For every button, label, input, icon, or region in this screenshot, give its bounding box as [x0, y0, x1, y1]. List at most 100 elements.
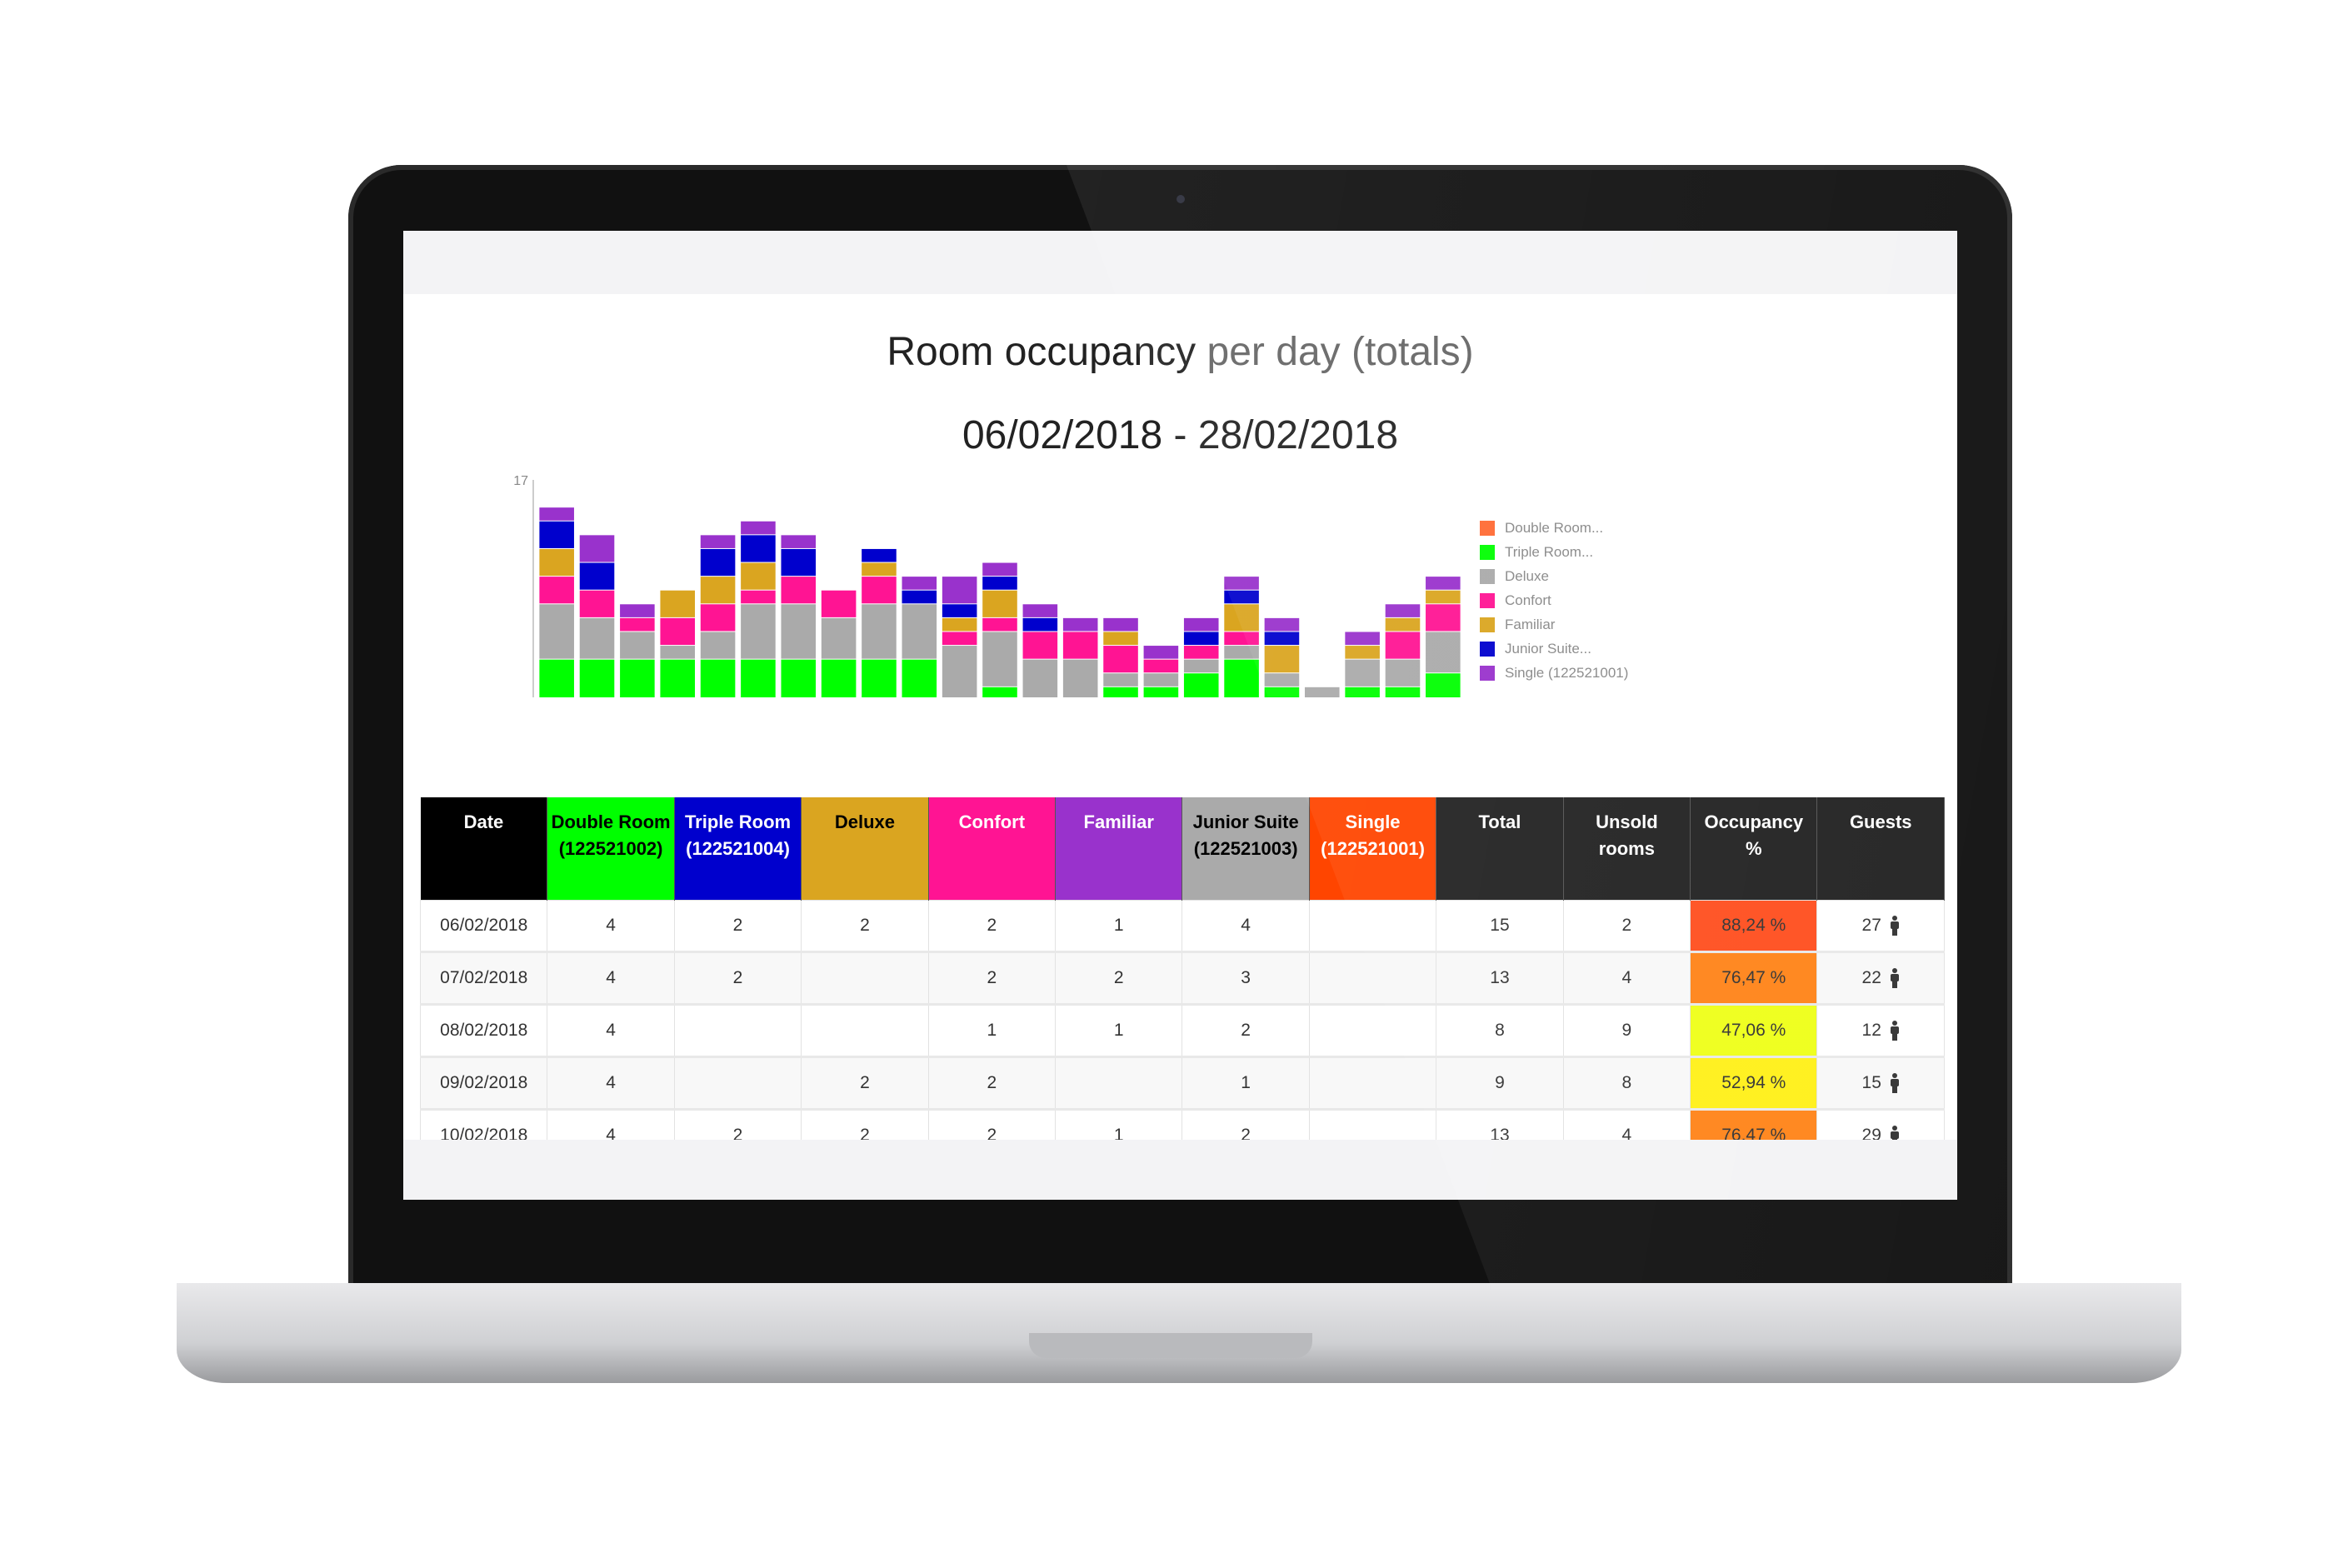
- room-count-cell: [801, 1004, 929, 1058]
- bar-segment-single-122521001--12: [781, 535, 817, 548]
- bar-segment-familiar-20: [1103, 632, 1138, 646]
- column-header[interactable]: Unsold rooms: [1563, 797, 1691, 901]
- bar-segment-junior-suite--24: [1264, 632, 1300, 646]
- bar-segment-single-122521001--23: [1224, 577, 1259, 590]
- column-header[interactable]: Double Room (122521002): [547, 797, 675, 901]
- column-header[interactable]: Familiar: [1055, 797, 1183, 901]
- table-row: 08/02/2018 4 1 1 2 8 9 47,06 % 12: [419, 1004, 1945, 1058]
- occupancy-cell: 52,94 %: [1690, 1056, 1818, 1111]
- page-title: Room occupancy per day (totals): [403, 329, 1957, 375]
- legend-item[interactable]: Familiar: [1480, 612, 1628, 637]
- bar-segment-deluxe-17: [982, 632, 1017, 687]
- bar-segment-junior-suite--11: [741, 535, 776, 562]
- legend-item[interactable]: Double Room...: [1480, 516, 1628, 540]
- bar-segment-confort-22: [1183, 646, 1219, 659]
- bar-segment-triple-room--23: [1224, 659, 1259, 697]
- bar-segment-confort-7: [579, 590, 615, 617]
- bar-segment-familiar-27: [1385, 617, 1421, 632]
- bar-segment-familiar-9: [660, 590, 696, 617]
- guests-cell: 22: [1816, 951, 1945, 1006]
- room-count-cell: 2: [927, 951, 1057, 1006]
- bar-segment-single-122521001--26: [1345, 632, 1380, 646]
- room-count-cell: 1: [1055, 1004, 1183, 1058]
- column-header[interactable]: Deluxe: [801, 797, 929, 901]
- room-count-cell: 2: [801, 1056, 929, 1111]
- bar-segment-junior-suite--10: [700, 548, 736, 577]
- room-count-cell: 2: [673, 900, 802, 953]
- total-cell: 9: [1436, 1056, 1564, 1111]
- room-count-cell: 4: [547, 1004, 675, 1058]
- bar-segment-deluxe-6: [539, 604, 574, 659]
- legend-item[interactable]: Deluxe: [1480, 564, 1628, 588]
- legend-swatch: [1480, 665, 1495, 681]
- chart-legend: Double Room... Triple Room... Deluxe Confor…: [1480, 516, 1628, 685]
- column-header[interactable]: Guests: [1816, 797, 1945, 901]
- legend-swatch: [1480, 520, 1495, 536]
- legend-label: Junior Suite...: [1505, 640, 1591, 657]
- bar-segment-single-122521001--19: [1062, 617, 1098, 632]
- bar-segment-confort-21: [1143, 659, 1179, 673]
- legend-item[interactable]: Junior Suite...: [1480, 637, 1628, 661]
- room-count-cell: 1: [1055, 900, 1183, 953]
- bar-segment-deluxe-10: [700, 632, 736, 659]
- bar-segment-confort-11: [741, 590, 776, 604]
- column-header[interactable]: Single (122521001): [1309, 797, 1437, 901]
- bar-segment-triple-room--10: [700, 659, 736, 697]
- room-count-cell: [1308, 1056, 1437, 1111]
- bar-segment-confort-18: [1022, 632, 1058, 659]
- room-count-cell: 2: [801, 900, 929, 953]
- bar-segment-triple-room--14: [862, 659, 897, 697]
- room-count-cell: 1: [927, 1004, 1057, 1058]
- bar-segment-deluxe-8: [620, 632, 655, 659]
- room-count-cell: [801, 951, 929, 1006]
- person-icon: [1890, 1073, 1899, 1094]
- column-header[interactable]: Triple Room (122521004): [674, 797, 802, 901]
- bar-segment-deluxe-9: [660, 646, 696, 659]
- room-count-cell: 2: [1181, 1004, 1310, 1058]
- bar-segment-single-122521001--16: [942, 577, 977, 604]
- bar-segment-deluxe-19: [1062, 659, 1098, 697]
- bar-segment-deluxe-24: [1264, 673, 1300, 687]
- bar-segment-confort-23: [1224, 632, 1259, 646]
- bar-segment-familiar-26: [1345, 646, 1380, 659]
- date-cell: 08/02/2018: [419, 1004, 548, 1058]
- occupancy-cell: 88,24 %: [1690, 900, 1818, 953]
- bar-segment-single-122521001--28: [1426, 577, 1461, 590]
- occupancy-chart: 0176789101112131415161718192021222324252…: [513, 474, 1461, 697]
- table-row: 06/02/2018 4 2 2 2 1 4 15 2 88,24 % 27: [419, 900, 1945, 953]
- legend-swatch: [1480, 617, 1495, 632]
- bar-segment-junior-suite--15: [902, 590, 937, 604]
- room-count-cell: 4: [547, 900, 675, 953]
- date-cell: 06/02/2018: [419, 900, 548, 953]
- column-header[interactable]: Junior Suite (122521003): [1181, 797, 1310, 901]
- unsold-cell: 4: [1562, 951, 1691, 1006]
- bar-segment-familiar-16: [942, 617, 977, 632]
- bar-segment-single-122521001--24: [1264, 617, 1300, 632]
- bar-segment-junior-suite--12: [781, 548, 817, 577]
- y-tick-label: 17: [513, 474, 528, 488]
- column-header[interactable]: Occupancy %: [1690, 797, 1818, 901]
- date-cell: 07/02/2018: [419, 951, 548, 1006]
- room-count-cell: [1055, 1056, 1183, 1111]
- legend-item[interactable]: Triple Room...: [1480, 540, 1628, 564]
- bar-segment-single-122521001--11: [741, 521, 776, 535]
- bar-segment-deluxe-27: [1385, 659, 1421, 687]
- column-header[interactable]: Total: [1436, 797, 1564, 901]
- occupancy-table: Date Double Room (122521002) Triple Room (…: [419, 797, 1945, 1163]
- bar-segment-confort-20: [1103, 646, 1138, 673]
- legend-item[interactable]: Confort: [1480, 588, 1628, 612]
- legend-item[interactable]: Single (122521001): [1480, 661, 1628, 685]
- bar-segment-deluxe-13: [821, 617, 857, 659]
- occupancy-cell: 76,47 %: [1690, 951, 1818, 1006]
- room-count-cell: 4: [547, 951, 675, 1006]
- bar-segment-familiar-17: [982, 590, 1017, 617]
- column-header[interactable]: Confort: [928, 797, 1057, 901]
- bar-segment-triple-room--12: [781, 659, 817, 697]
- table-header-row: Date Double Room (122521002) Triple Room (…: [420, 797, 1945, 901]
- bar-segment-single-122521001--22: [1183, 617, 1219, 632]
- bar-segment-triple-room--22: [1183, 673, 1219, 697]
- date-range: 06/02/2018 - 28/02/2018: [962, 413, 1399, 457]
- column-header[interactable]: Date: [420, 797, 548, 901]
- bar-segment-junior-suite--18: [1022, 617, 1058, 632]
- occupancy-cell: 47,06 %: [1690, 1004, 1818, 1058]
